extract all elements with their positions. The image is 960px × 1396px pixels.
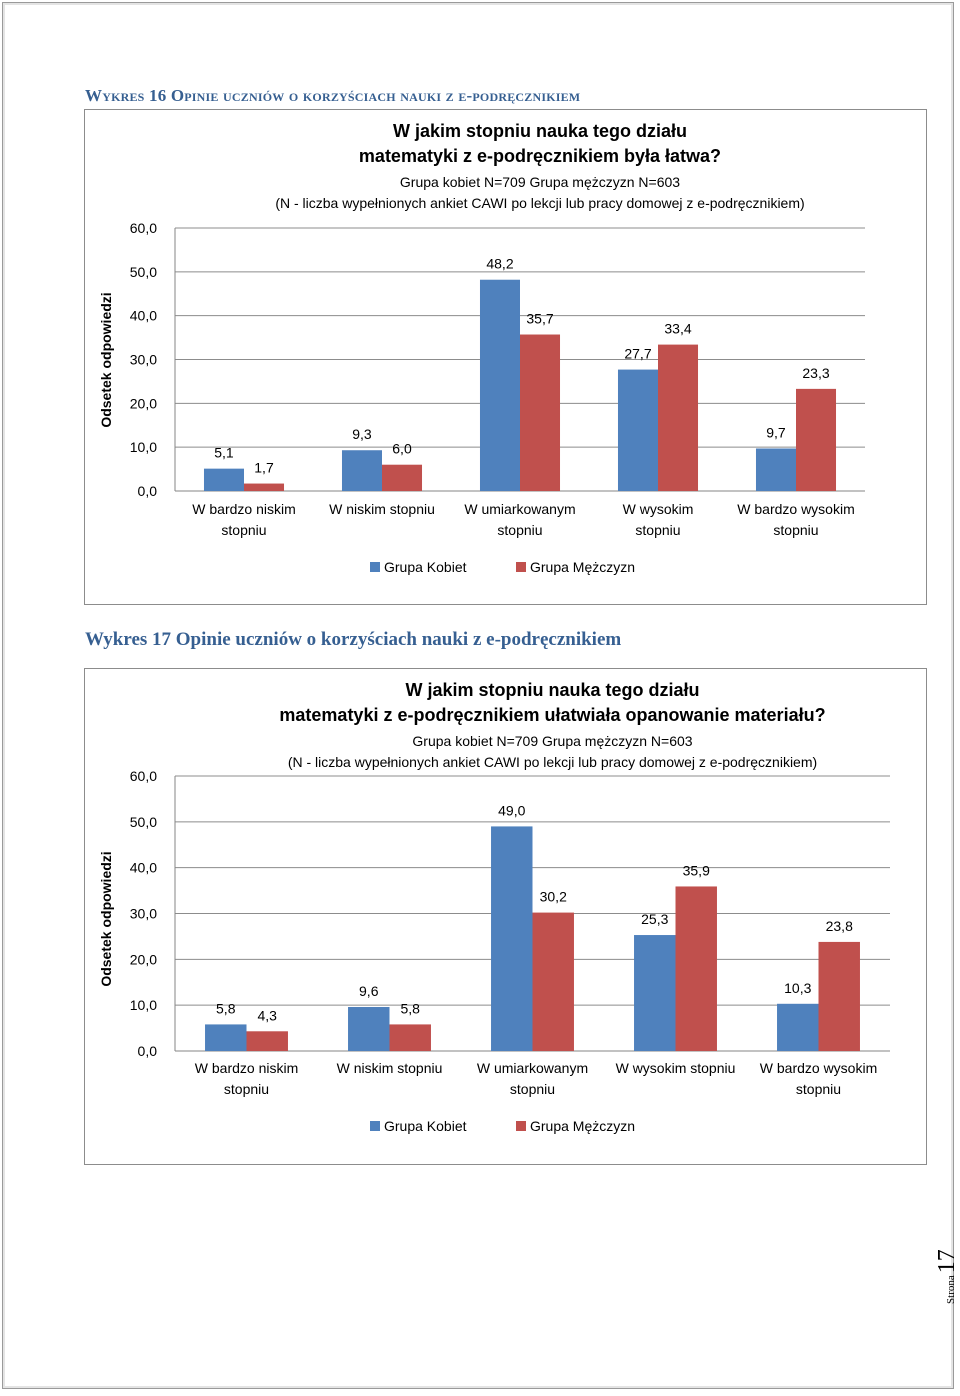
data-label: 35,9 — [683, 862, 710, 878]
x-category-label: stopniu — [773, 522, 818, 538]
bar-mezczyzn — [818, 941, 860, 1051]
bar-mezczyzn — [675, 886, 717, 1051]
chart-title-line: W jakim stopniu nauka tego działu — [393, 121, 687, 141]
chart-svg: W jakim stopniu nauka tego działu matemat… — [98, 121, 865, 575]
legend-swatch — [516, 1121, 526, 1131]
chart16-caption: Wykres 16 Opinie uczniów o korzyściach n… — [85, 86, 581, 105]
y-tick-label: 50,0 — [130, 814, 157, 830]
data-label: 9,3 — [352, 426, 372, 442]
bar-kobiet — [617, 369, 658, 491]
bar-mezczyzn — [246, 1031, 288, 1051]
y-tick-label: 50,0 — [130, 264, 157, 280]
page-label: Strona — [945, 1275, 957, 1304]
legend-swatch — [516, 562, 526, 572]
bar-mezczyzn — [389, 1024, 431, 1051]
y-tick-label: 40,0 — [130, 860, 157, 876]
y-tick-label: 60,0 — [130, 768, 157, 784]
x-category-label: W umiarkowanym — [477, 1060, 588, 1076]
data-label: 9,7 — [766, 424, 786, 440]
x-category-label: stopniu — [497, 522, 542, 538]
data-label: 6,0 — [392, 441, 412, 457]
bar-mezczyzn — [520, 334, 561, 491]
chart-title-line: matematyki z e-podręcznikiem była łatwa? — [359, 146, 721, 166]
data-label: 33,4 — [664, 321, 691, 337]
data-label: 5,8 — [216, 1000, 236, 1016]
bar-kobiet — [777, 1003, 819, 1051]
data-label: 5,8 — [401, 1000, 421, 1016]
bar-mezczyzn — [796, 388, 837, 491]
x-category-label: W wysokim — [623, 501, 694, 517]
legend-swatch — [370, 562, 380, 572]
y-tick-label: 30,0 — [130, 906, 157, 922]
chart-subtitle-line: (N - liczba wypełnionych ankiet CAWI po … — [288, 754, 817, 770]
bar-kobiet — [341, 450, 382, 491]
data-label: 23,3 — [802, 365, 829, 381]
y-tick-label: 10,0 — [130, 439, 157, 455]
y-tick-label: 60,0 — [130, 220, 157, 236]
bar-mezczyzn — [658, 344, 699, 491]
bar-kobiet — [348, 1007, 390, 1051]
x-category-label: W umiarkowanym — [464, 501, 575, 517]
x-category-label: W niskim stopniu — [337, 1060, 443, 1076]
data-label: 23,8 — [826, 918, 853, 934]
bar-mezczyzn — [244, 483, 285, 491]
data-label: 4,3 — [258, 1007, 278, 1023]
legend-swatch — [370, 1121, 380, 1131]
bar-kobiet — [755, 448, 796, 491]
y-axis-label: Odsetek odpowiedzi — [98, 851, 114, 986]
x-category-label: stopniu — [510, 1081, 555, 1097]
x-category-label: W bardzo wysokim — [737, 501, 854, 517]
y-tick-label: 10,0 — [130, 997, 157, 1013]
y-tick-label: 20,0 — [130, 951, 157, 967]
bar-kobiet — [203, 468, 244, 491]
data-label: 35,7 — [526, 311, 553, 327]
page-number: 17 — [934, 1249, 960, 1274]
data-label: 49,0 — [498, 802, 525, 818]
y-tick-label: 20,0 — [130, 395, 157, 411]
chart-subtitle-line: Grupa kobiet N=709 Grupa mężczyzn N=603 — [412, 733, 692, 749]
y-tick-label: 0,0 — [138, 1043, 158, 1059]
chart-title-line: matematyki z e-podręcznikiem ułatwiała o… — [279, 705, 825, 725]
y-tick-label: 40,0 — [130, 308, 157, 324]
x-category-label: W wysokim stopniu — [616, 1060, 736, 1076]
data-label: 48,2 — [486, 256, 513, 272]
chart-subtitle-line: Grupa kobiet N=709 Grupa mężczyzn N=603 — [400, 174, 680, 190]
legend-label: Grupa Kobiet — [384, 559, 467, 575]
data-label: 27,7 — [624, 346, 651, 362]
legend-label: Grupa Mężczyzn — [530, 1118, 635, 1134]
chart17-caption: Wykres 17 Opinie uczniów o korzyściach n… — [85, 629, 622, 650]
chart-title-line: W jakim stopniu nauka tego działu — [405, 680, 699, 700]
bar-kobiet — [479, 279, 520, 491]
x-category-label: W bardzo niskim — [195, 1060, 298, 1076]
y-tick-label: 30,0 — [130, 352, 157, 368]
x-category-label: stopniu — [635, 522, 680, 538]
data-label: 9,6 — [359, 983, 379, 999]
bar-kobiet — [491, 826, 533, 1051]
bar-kobiet — [634, 935, 676, 1051]
y-tick-label: 0,0 — [138, 483, 158, 499]
chart-svg: W jakim stopniu nauka tego działu matemat… — [98, 680, 890, 1134]
legend-label: Grupa Kobiet — [384, 1118, 467, 1134]
bar-mezczyzn — [532, 912, 574, 1051]
legend-label: Grupa Mężczyzn — [530, 559, 635, 575]
x-category-label: W niskim stopniu — [329, 501, 435, 517]
chart-subtitle-line: (N - liczba wypełnionych ankiet CAWI po … — [275, 195, 804, 211]
data-label: 1,7 — [254, 460, 274, 476]
data-label: 30,2 — [540, 889, 567, 905]
x-category-label: W bardzo niskim — [192, 501, 295, 517]
bar-mezczyzn — [382, 464, 423, 491]
x-category-label: stopniu — [221, 522, 266, 538]
x-category-label: stopniu — [224, 1081, 269, 1097]
data-label: 25,3 — [641, 911, 668, 927]
bar-kobiet — [205, 1024, 247, 1051]
x-category-label: W bardzo wysokim — [760, 1060, 877, 1076]
chart16-frame: W jakim stopniu nauka tego działu matemat… — [84, 109, 927, 605]
data-label: 10,3 — [784, 980, 811, 996]
y-axis-label: Odsetek odpowiedzi — [98, 292, 114, 427]
page-footer: Strona17 — [920, 1228, 960, 1308]
data-label: 5,1 — [214, 445, 234, 461]
chart17-frame: W jakim stopniu nauka tego działu matemat… — [84, 668, 927, 1165]
x-category-label: stopniu — [796, 1081, 841, 1097]
